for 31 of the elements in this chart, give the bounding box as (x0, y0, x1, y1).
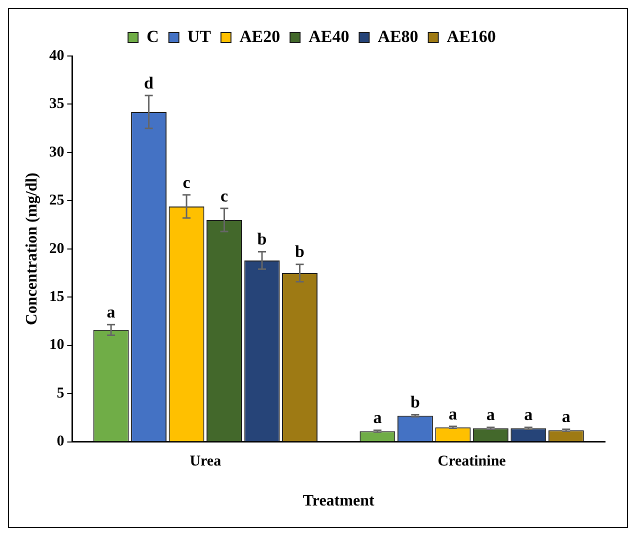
data-label: a (448, 404, 458, 424)
data-label: b (295, 242, 304, 262)
y-tick-label: 35 (49, 96, 64, 112)
x-tick-label: Urea (190, 454, 222, 470)
legend-label: UT (187, 26, 212, 46)
data-label: a (562, 407, 571, 426)
legend-label: AE40 (308, 26, 350, 46)
data-label: c (182, 172, 191, 192)
y-tick-label: 25 (49, 192, 64, 209)
y-tick-label: 40 (49, 48, 64, 64)
data-label: c (220, 186, 228, 206)
legend-label: AE20 (239, 26, 280, 46)
y-axis-title: Concentration (mg/dl) (24, 172, 41, 326)
data-label: a (106, 302, 116, 322)
data-label: b (257, 230, 267, 249)
y-tick-label: 0 (56, 434, 64, 450)
y-tick-label: 20 (49, 240, 64, 257)
data-label: b (410, 392, 420, 412)
data-label: a (524, 405, 534, 424)
legend-label: AE80 (378, 26, 418, 46)
y-tick-label: 15 (49, 289, 64, 305)
y-tick-label: 5 (56, 385, 64, 402)
legend-label: AE160 (446, 26, 496, 46)
y-tick-label: 30 (49, 144, 64, 160)
data-label: a (373, 408, 382, 428)
x-axis-title: Treatment (302, 492, 375, 510)
x-tick-label: Creatinine (438, 454, 506, 470)
legend-label: C (146, 26, 159, 46)
y-tick-label: 10 (49, 337, 64, 354)
data-label: a (486, 405, 496, 424)
data-label: d (144, 73, 154, 92)
